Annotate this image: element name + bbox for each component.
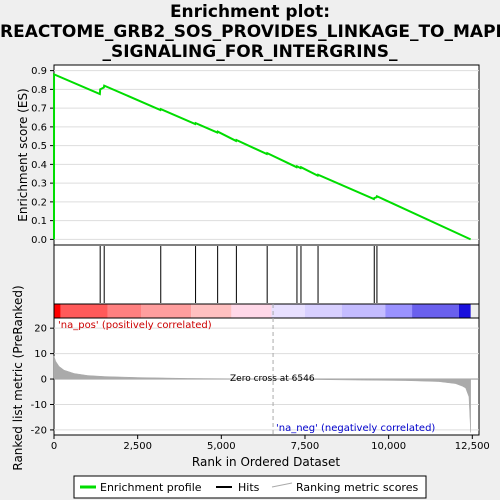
x-tick-label: 2,500 (123, 441, 152, 452)
es-y-tick-label: 0.1 (31, 216, 47, 227)
metric-y-label: Ranked list metric (PreRanked) (11, 285, 25, 470)
x-tick-label: 5,000 (207, 441, 236, 452)
x-tick-label: 10,000 (371, 441, 406, 452)
title-line-1: Enrichment plot: (169, 2, 331, 22)
x-tick-label: 0 (51, 441, 57, 452)
colorbar-segment (304, 304, 342, 318)
es-y-label: Enrichment score (ES) (16, 88, 30, 221)
legend-hits-label: Hits (238, 481, 260, 494)
colorbar-segment (385, 304, 413, 318)
zero-cross-annotation: Zero cross at 6546 (230, 374, 315, 384)
colorbar-segment (458, 304, 471, 318)
title-line-2: REACTOME_GRB2_SOS_PROVIDES_LINKAGE_TO_MA… (0, 22, 500, 42)
es-y-tick-label: 0.0 (31, 235, 47, 246)
colorbar-segment (231, 304, 272, 318)
es-y-axis: 0.0 0.1 0.2 0.3 0.4 0.5 0.6 0.7 0.8 0.9 (31, 66, 54, 246)
es-y-tick-label: 0.6 (31, 122, 47, 133)
x-tick-label: 7,500 (291, 441, 320, 452)
metric-x-axis: 0 2,500 5,000 7,500 10,000 12,500 (51, 435, 490, 452)
metric-y-tick-label: -20 (31, 425, 47, 436)
legend-ranking-swatch (271, 482, 293, 488)
legend-ranking-label: Ranking metric scores (296, 481, 418, 494)
title-line-3: _SIGNALING_FOR_INTERGRINS_ (102, 42, 398, 62)
legend: Enrichment profile Hits Ranking metric s… (73, 475, 427, 499)
es-y-tick-label: 0.3 (31, 179, 47, 190)
pos-annotation: 'na_pos' (positively correlated) (58, 320, 212, 331)
x-tick-label: 12,500 (455, 441, 490, 452)
es-gridlines (54, 70, 479, 240)
hits-panel (53, 244, 480, 305)
colorbar-segment (191, 304, 232, 318)
neg-annotation: 'na_neg' (negatively correlated) (276, 423, 435, 434)
colorbar-segment (271, 304, 305, 318)
colorbar-segment (107, 304, 142, 318)
legend-enrichment-label: Enrichment profile (100, 481, 202, 494)
x-axis-label: Rank in Ordered Dataset (192, 455, 340, 469)
es-y-tick-label: 0.2 (31, 197, 47, 208)
colorbar-segment (141, 304, 192, 318)
es-y-tick-label: 0.7 (31, 104, 47, 115)
es-y-tick-label: 0.9 (31, 66, 47, 77)
es-y-tick-label: 0.4 (31, 160, 47, 171)
enrichment-profile-line (53, 72, 472, 241)
metric-y-tick-label: 0 (41, 375, 47, 386)
chart-title: Enrichment plot: REACTOME_GRB2_SOS_PROVI… (0, 2, 500, 62)
colorbar-segment (341, 304, 386, 318)
ranking-colorbar (53, 303, 480, 319)
metric-y-tick-label: 20 (34, 324, 47, 335)
metric-y-axis: -20 -10 0 10 20 (31, 324, 54, 436)
es-y-tick-label: 0.5 (31, 141, 47, 152)
metric-y-tick-label: -10 (31, 400, 47, 411)
metric-y-tick-label: 10 (34, 349, 47, 360)
ranking-metric-area (53, 356, 471, 433)
colorbar-segment (54, 304, 61, 318)
hits-marks (99, 246, 378, 303)
es-y-tick-label: 0.8 (31, 85, 47, 96)
colorbar-segment (412, 304, 459, 318)
legend-box (73, 475, 427, 499)
colorbar-segment (60, 304, 108, 318)
